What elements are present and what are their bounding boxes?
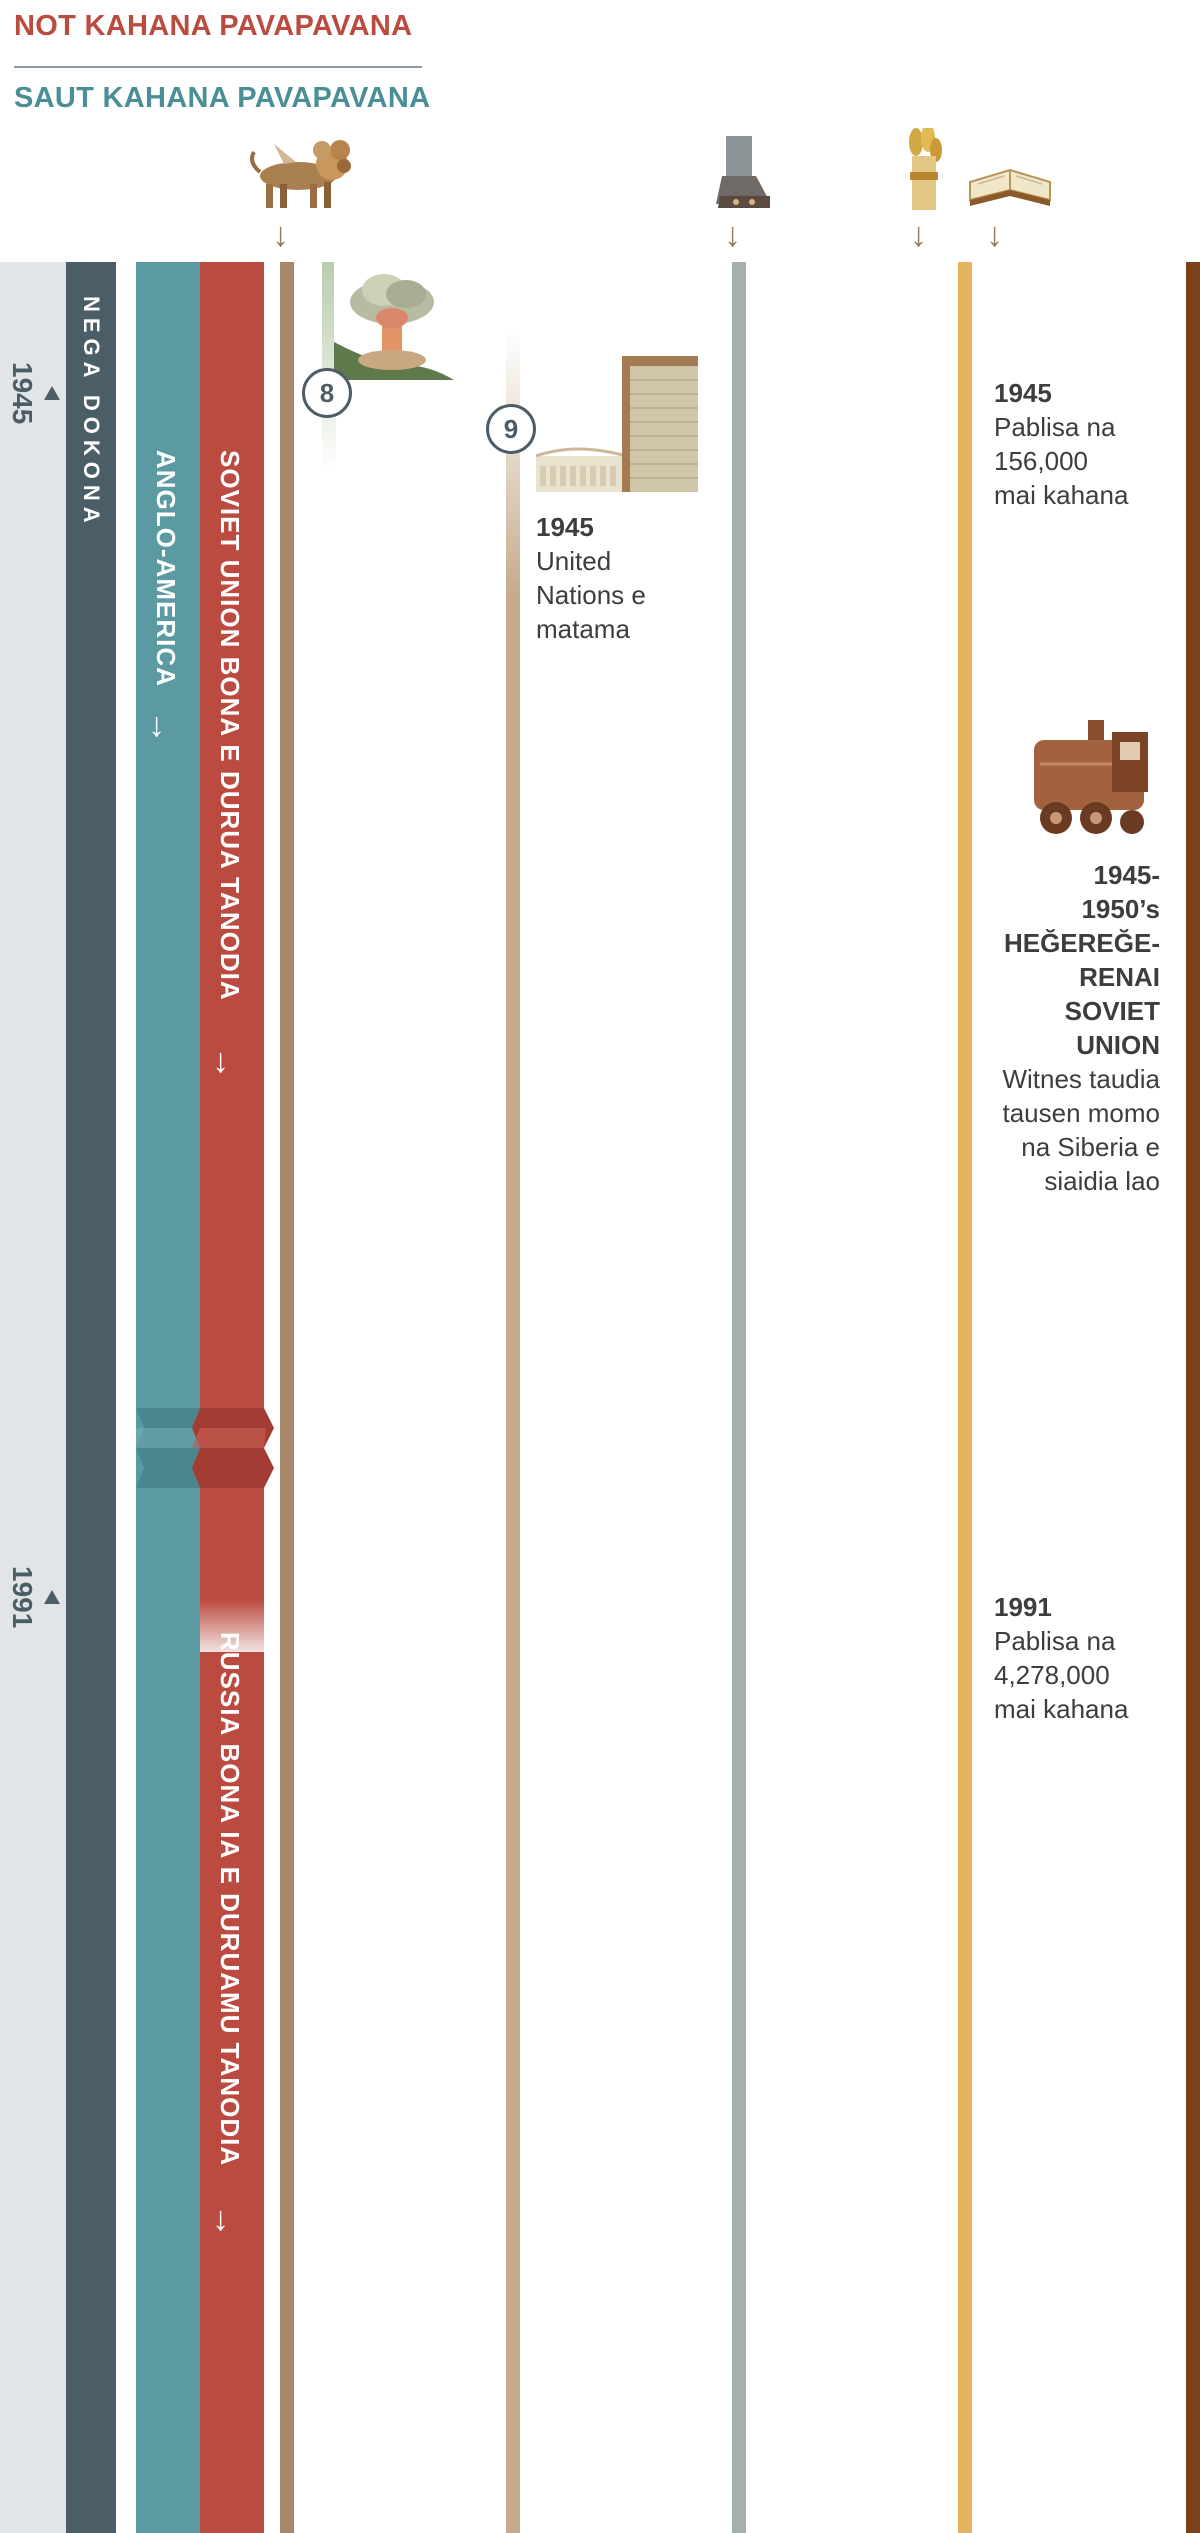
year-marker-triangle	[44, 386, 60, 400]
steam-train-illustration	[1016, 712, 1156, 842]
event-soviet-persecution: 1945- 1950’s HEĞEREĞE- RENAI SOVIET UNIO…	[960, 858, 1160, 1198]
event-text-line: 4,278,000	[994, 1660, 1110, 1690]
event-title-line: HEĞEREĞE-	[1003, 928, 1160, 958]
event-year: 1945	[536, 512, 594, 542]
year-1945-label: 1945	[7, 362, 38, 425]
event-year: 1991	[994, 1592, 1052, 1622]
event-marker-8: 8	[302, 368, 352, 418]
event-text-line: mai kahana	[994, 1694, 1129, 1724]
russia-label: RUSSIA BONA IA E DURUAMU TANODIA	[215, 1632, 245, 2167]
atomic-bomb-illustration	[334, 262, 454, 380]
down-arrow-icon: ↓	[212, 2200, 229, 2238]
anglo-america-band	[136, 262, 200, 2533]
iron-clay-feet-icon	[712, 136, 772, 212]
down-arrow-icon: ↓	[910, 216, 927, 254]
nega-dokona-band	[66, 262, 116, 2533]
event-text-line: siaidia lao	[1044, 1166, 1160, 1196]
anglo-america-label: ANGLO-AMERICA	[151, 450, 181, 687]
event-year: 1945	[994, 378, 1052, 408]
year-1991-label: 1991	[7, 1566, 38, 1629]
iron-clay-feet-line	[732, 262, 746, 2533]
time-break-zigzag	[136, 1408, 276, 1488]
event-text-line: Witnes taudia	[1002, 1064, 1160, 1094]
south-king-heading: SAUT KAHANA PAVAPAVANA	[14, 82, 431, 114]
event-text-line: na Siberia e	[1021, 1132, 1160, 1162]
down-arrow-icon: ↓	[212, 1042, 229, 1080]
event-text-line: United	[536, 546, 612, 576]
event-marker-9: 9	[486, 404, 536, 454]
russia-fade	[200, 1600, 264, 1652]
header-divider	[14, 66, 422, 68]
event-year: 1945-	[1093, 860, 1161, 890]
soviet-russia-band	[200, 262, 264, 2533]
event-year: 1950’s	[1081, 894, 1160, 924]
wheat-sheaf-icon	[898, 124, 950, 212]
event-title-line: UNION	[1076, 1030, 1160, 1060]
event-text-line: Pablisa na	[994, 412, 1116, 442]
lion-beast-line	[280, 262, 294, 2533]
event-text-line: matama	[536, 614, 630, 644]
right-edge-line	[1186, 262, 1200, 2533]
event-publishers-1991: 1991 Pablisa na 4,278,000 mai kahana	[994, 1590, 1128, 1726]
open-bible-icon	[968, 160, 1052, 208]
event-text-line: Pablisa na	[994, 1626, 1116, 1656]
event-text-line: mai kahana	[994, 480, 1129, 510]
nega-dokona-label: NEGA DOKONA	[79, 296, 104, 529]
wheat-line	[958, 262, 972, 2533]
timeline-panel	[0, 262, 66, 2533]
lion-beast-icon	[244, 132, 356, 212]
marker-8-line	[322, 262, 336, 472]
year-marker-triangle	[44, 1590, 60, 1604]
north-king-heading: NOT KAHANA PAVAPAVANA	[14, 10, 413, 42]
down-arrow-icon: ↓	[148, 706, 165, 744]
marker-9-line	[506, 330, 520, 2533]
event-text-line: Nations e	[536, 580, 646, 610]
down-arrow-icon: ↓	[272, 216, 289, 254]
event-publishers-1945: 1945 Pablisa na 156,000 mai kahana	[994, 376, 1128, 512]
event-title-line: SOVIET	[1064, 996, 1160, 1026]
event-united-nations: 1945 United Nations e matama	[536, 510, 646, 646]
event-text-line: tausen momo	[1002, 1098, 1160, 1128]
soviet-union-label: SOVIET UNION BONA E DURUA TANODIA	[215, 450, 245, 1001]
event-title-line: RENAI	[1079, 962, 1160, 992]
down-arrow-icon: ↓	[986, 216, 1003, 254]
event-text-line: 156,000	[994, 446, 1088, 476]
united-nations-building-illustration	[535, 356, 698, 494]
down-arrow-icon: ↓	[724, 216, 741, 254]
